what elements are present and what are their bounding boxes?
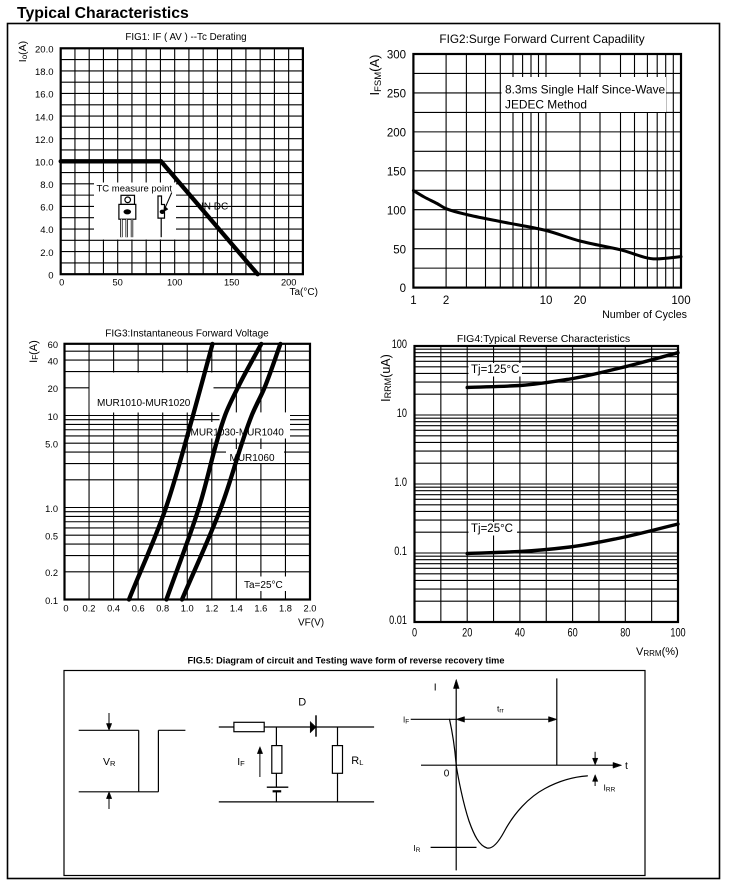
svg-text:8.3ms Single Half Since-Wave: 8.3ms Single Half Since-Wave [505,83,666,97]
svg-text:0.6: 0.6 [132,604,145,614]
svg-text:8.0: 8.0 [40,180,53,191]
svg-text:40: 40 [48,356,58,366]
svg-text:Ta=25°C: Ta=25°C [244,580,283,591]
svg-text:IRRM(uA): IRRM(uA) [379,354,393,402]
svg-text:10: 10 [397,406,407,420]
svg-text:trr: trr [497,704,505,715]
svg-text:0.8: 0.8 [156,604,169,614]
svg-text:10: 10 [48,412,58,422]
svg-text:IF: IF [403,716,409,726]
svg-text:150: 150 [387,166,406,178]
svg-text:250: 250 [387,89,406,101]
svg-text:FIG2:Surge Forward Current Cap: FIG2:Surge Forward Current Capadility [439,32,644,46]
svg-text:0.2: 0.2 [83,604,96,614]
svg-text:20: 20 [48,384,58,394]
svg-text:50: 50 [113,278,123,288]
svg-text:Typical Characteristics: Typical Characteristics [17,5,189,22]
svg-text:0: 0 [400,283,406,295]
svg-text:150: 150 [224,278,240,288]
svg-text:MUR1030-MUR1040: MUR1030-MUR1040 [191,428,285,439]
svg-text:1: 1 [410,295,416,307]
svg-text:4.0: 4.0 [40,225,53,236]
svg-text:FIG4:Typical Reverse Character: FIG4:Typical Reverse Characteristics [457,333,630,345]
svg-text:0.2: 0.2 [45,568,58,578]
svg-text:14.0: 14.0 [35,112,54,123]
svg-text:0: 0 [59,278,64,288]
svg-text:0: 0 [48,270,53,281]
svg-text:100: 100 [387,205,406,217]
svg-text:20: 20 [462,626,472,640]
svg-text:0.4: 0.4 [107,604,120,614]
svg-text:RL: RL [351,755,363,767]
svg-text:20.0: 20.0 [35,45,54,56]
svg-text:IN DC: IN DC [201,202,228,213]
svg-text:0: 0 [63,604,68,614]
svg-text:Tj=25°C: Tj=25°C [471,523,513,535]
svg-text:Tj=125°C: Tj=125°C [471,364,519,376]
svg-text:TC measure point: TC measure point [97,184,173,195]
svg-text:MUR1010-MUR1020: MUR1010-MUR1020 [97,398,191,409]
svg-text:FIG.5: Diagram of circuit and: FIG.5: Diagram of circuit and Testing wa… [188,656,505,666]
svg-text:2: 2 [443,295,449,307]
svg-text:10: 10 [540,295,553,307]
svg-text:t: t [625,760,628,772]
svg-text:50: 50 [393,244,406,256]
svg-text:IF(A): IF(A) [28,340,40,363]
svg-text:MUR1060: MUR1060 [230,453,275,464]
svg-text:IRR: IRR [604,783,616,794]
svg-text:0.5: 0.5 [45,532,58,542]
svg-text:20: 20 [574,295,587,307]
svg-text:1.4: 1.4 [230,604,243,614]
svg-text:D: D [298,697,306,709]
svg-text:Number of Cycles: Number of Cycles [602,309,687,321]
svg-text:FIG1: IF ( AV ) --Tc Derating: FIG1: IF ( AV ) --Tc Derating [125,32,246,43]
svg-text:80: 80 [620,626,630,640]
svg-text:0: 0 [444,769,450,780]
svg-text:VRRM(%): VRRM(%) [636,646,679,658]
svg-text:5.0: 5.0 [45,440,58,450]
svg-text:1.2: 1.2 [205,604,218,614]
svg-text:40: 40 [515,626,525,640]
svg-text:10.0: 10.0 [35,157,54,168]
svg-text:Ta(°C): Ta(°C) [290,287,318,298]
svg-text:1.8: 1.8 [279,604,292,614]
svg-text:FIG3:Instantaneous Forward Vol: FIG3:Instantaneous Forward Voltage [105,329,269,340]
svg-text:2.0: 2.0 [304,604,317,614]
svg-text:200: 200 [387,128,406,140]
svg-text:200: 200 [281,278,297,288]
svg-text:VR: VR [103,756,116,768]
svg-text:1.0: 1.0 [394,475,407,489]
svg-text:I: I [434,682,437,694]
svg-text:0.1: 0.1 [45,596,58,606]
svg-text:100: 100 [392,337,408,351]
svg-text:IF: IF [237,756,245,768]
svg-text:1.0: 1.0 [45,504,58,514]
svg-text:JEDEC Method: JEDEC Method [505,98,587,112]
svg-text:16.0: 16.0 [35,90,54,101]
svg-text:100: 100 [671,295,690,307]
svg-text:100: 100 [167,278,183,288]
svg-text:0: 0 [412,626,417,640]
svg-text:6.0: 6.0 [40,203,53,214]
svg-text:18.0: 18.0 [35,67,54,78]
svg-text:VF(V): VF(V) [298,618,324,629]
svg-text:IR: IR [413,843,420,854]
svg-text:Io(A): Io(A) [17,41,29,62]
svg-text:0.1: 0.1 [394,544,407,558]
svg-text:100: 100 [670,626,686,640]
svg-text:300: 300 [387,50,406,62]
svg-text:2.0: 2.0 [40,248,53,259]
svg-text:12.0: 12.0 [35,135,54,146]
svg-text:60: 60 [568,626,578,640]
svg-text:1.0: 1.0 [181,604,194,614]
svg-text:1.6: 1.6 [254,604,267,614]
svg-text:0.01: 0.01 [389,613,407,627]
svg-text:60: 60 [48,340,58,350]
